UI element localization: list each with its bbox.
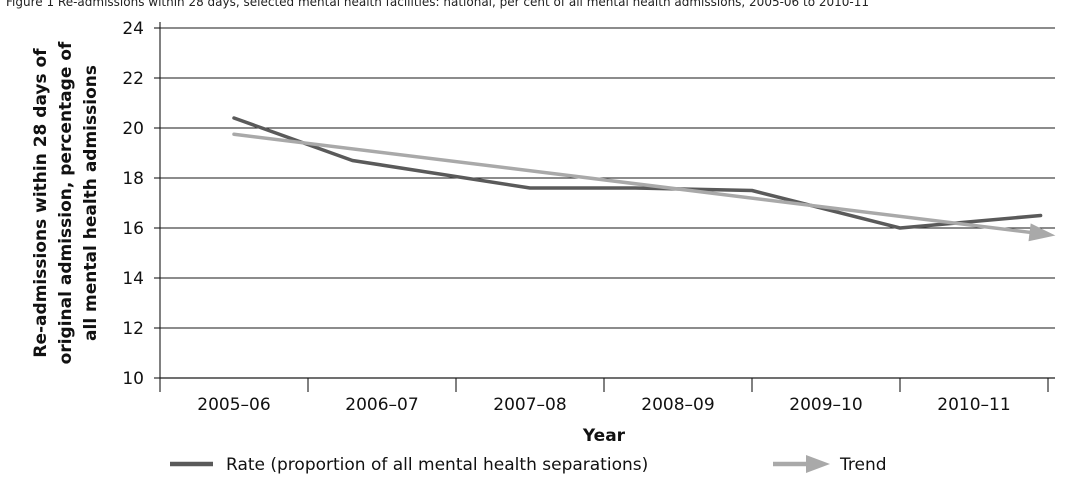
y-axis-title-line: original admission, percentage of	[56, 41, 76, 364]
series-lines	[232, 116, 1056, 242]
x-tick-label: 2007–08	[493, 395, 566, 415]
figure-caption: Figure 1 Re-admissions within 28 days, s…	[6, 0, 869, 9]
gridlines	[154, 27, 1055, 379]
legend-label-rate: Rate (proportion of all mental health se…	[226, 455, 648, 475]
x-tick-labels: 2005–06 2006–07 2007–08 2008–09 2009–10 2010–…	[197, 395, 1010, 415]
y-tick-label: 20	[122, 119, 144, 139]
y-axis-title: Re-admissions within 28 days of original …	[31, 41, 101, 364]
y-tick-label: 18	[122, 169, 144, 189]
y-tick-labels: 10 12 14 16 18 20 22 24	[122, 19, 144, 389]
axes	[159, 22, 1055, 392]
y-tick-label: 24	[122, 19, 144, 39]
legend-label-trend: Trend	[839, 455, 887, 475]
legend: Rate (proportion of all mental health se…	[170, 455, 887, 475]
x-tick-label: 2005–06	[197, 395, 270, 415]
y-axis-title-line: all mental health admissions	[81, 65, 101, 341]
y-tick-label: 16	[122, 219, 144, 239]
y-tick-label: 22	[122, 69, 144, 89]
x-axis-title: Year	[582, 426, 626, 446]
x-tick-label: 2009–10	[789, 395, 862, 415]
legend-arrow-icon	[806, 455, 830, 473]
x-tick-label: 2010–11	[937, 395, 1010, 415]
x-tick-label: 2006–07	[345, 395, 418, 415]
y-tick-label: 14	[122, 269, 144, 289]
rate-line	[232, 116, 1043, 230]
y-tick-label: 12	[122, 319, 144, 339]
y-axis-title-line: Re-admissions within 28 days of	[31, 48, 51, 358]
x-tick-label: 2008–09	[641, 395, 714, 415]
y-tick-label: 10	[122, 369, 144, 389]
trend-line	[232, 132, 1032, 235]
trend-arrowhead	[1028, 223, 1056, 242]
